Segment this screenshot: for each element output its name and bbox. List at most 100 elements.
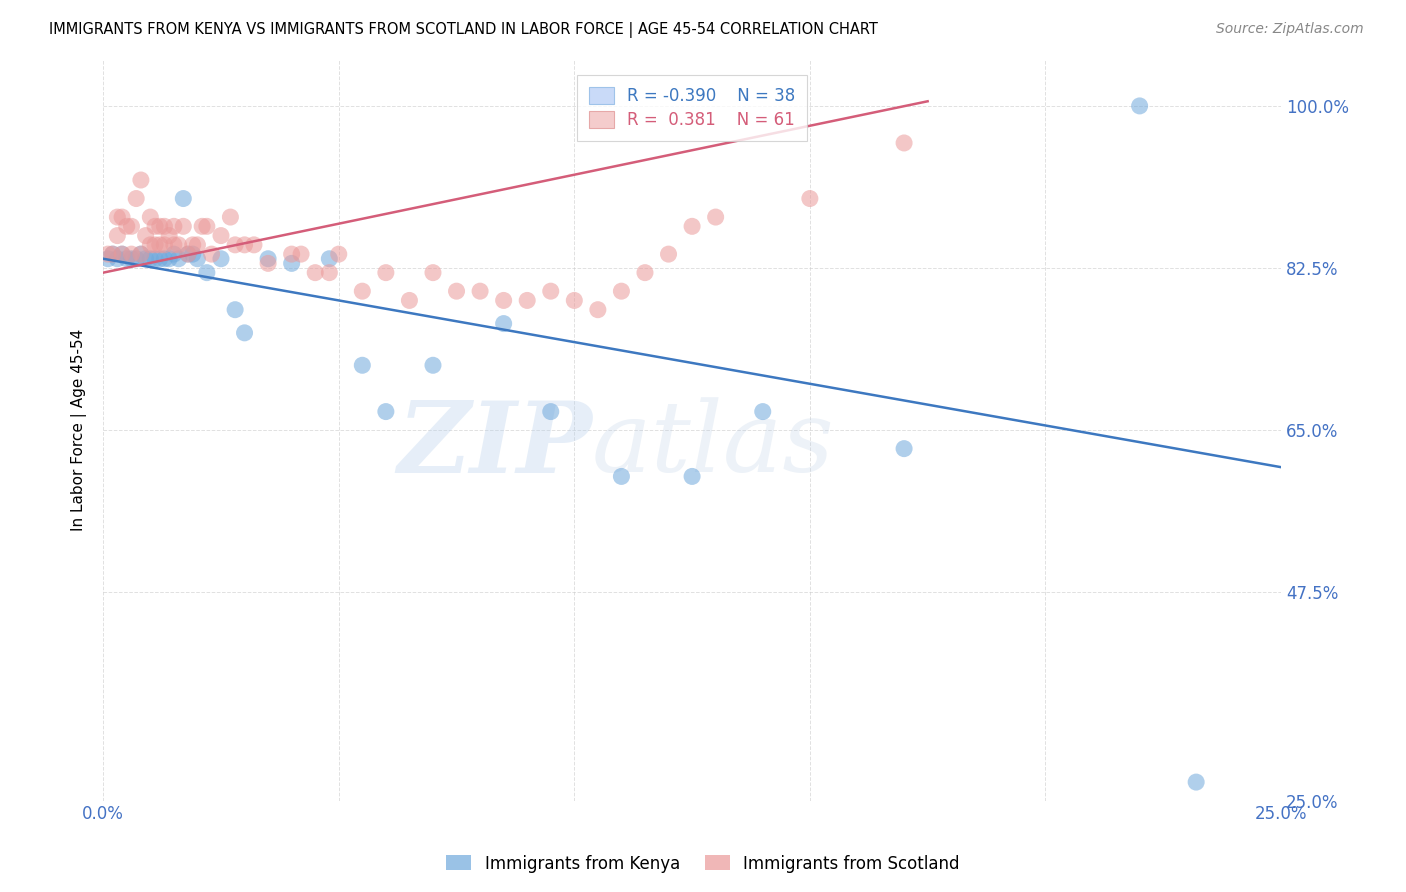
Point bbox=[186, 238, 208, 252]
Point bbox=[157, 252, 180, 266]
Point bbox=[143, 252, 166, 266]
Point bbox=[135, 252, 157, 266]
Point bbox=[153, 219, 176, 234]
Point bbox=[157, 228, 180, 243]
Point bbox=[257, 252, 280, 266]
Point bbox=[115, 252, 138, 266]
Point bbox=[163, 238, 186, 252]
Point bbox=[153, 252, 176, 266]
Point bbox=[219, 210, 242, 224]
Point bbox=[318, 252, 340, 266]
Point bbox=[224, 238, 246, 252]
Point bbox=[177, 247, 200, 261]
Point bbox=[125, 252, 148, 266]
Point bbox=[657, 247, 679, 261]
Text: IMMIGRANTS FROM KENYA VS IMMIGRANTS FROM SCOTLAND IN LABOR FORCE | AGE 45-54 COR: IMMIGRANTS FROM KENYA VS IMMIGRANTS FROM… bbox=[49, 22, 879, 38]
Point bbox=[121, 247, 143, 261]
Point bbox=[172, 219, 194, 234]
Point bbox=[143, 238, 166, 252]
Point bbox=[257, 256, 280, 270]
Point bbox=[172, 192, 194, 206]
Point bbox=[143, 219, 166, 234]
Point bbox=[181, 238, 204, 252]
Text: ZIP: ZIP bbox=[396, 397, 592, 493]
Text: atlas: atlas bbox=[592, 397, 835, 492]
Point bbox=[139, 210, 162, 224]
Point bbox=[893, 442, 915, 456]
Point bbox=[422, 266, 444, 280]
Point bbox=[105, 252, 128, 266]
Point bbox=[280, 247, 302, 261]
Point bbox=[492, 317, 515, 331]
Point bbox=[224, 302, 246, 317]
Point bbox=[280, 256, 302, 270]
Point bbox=[153, 238, 176, 252]
Point bbox=[163, 247, 186, 261]
Point bbox=[129, 173, 152, 187]
Point bbox=[129, 247, 152, 261]
Text: Source: ZipAtlas.com: Source: ZipAtlas.com bbox=[1216, 22, 1364, 37]
Point bbox=[681, 469, 703, 483]
Point bbox=[610, 469, 633, 483]
Point bbox=[374, 404, 396, 418]
Point bbox=[163, 219, 186, 234]
Legend: R = -0.390    N = 38, R =  0.381    N = 61: R = -0.390 N = 38, R = 0.381 N = 61 bbox=[576, 75, 807, 141]
Point bbox=[516, 293, 538, 308]
Point bbox=[893, 136, 915, 150]
Point bbox=[97, 252, 120, 266]
Point bbox=[97, 247, 120, 261]
Point bbox=[111, 210, 134, 224]
Point bbox=[149, 252, 172, 266]
Point bbox=[1185, 775, 1208, 789]
Point bbox=[111, 247, 134, 261]
Point bbox=[167, 238, 190, 252]
Point bbox=[352, 284, 374, 298]
Point bbox=[181, 247, 204, 261]
Point bbox=[121, 252, 143, 266]
Point bbox=[634, 266, 657, 280]
Point bbox=[101, 247, 124, 261]
Point bbox=[398, 293, 420, 308]
Point bbox=[191, 219, 214, 234]
Point bbox=[422, 358, 444, 372]
Point bbox=[586, 302, 609, 317]
Point bbox=[799, 192, 821, 206]
Point bbox=[115, 219, 138, 234]
Point bbox=[352, 358, 374, 372]
Point bbox=[468, 284, 491, 298]
Point bbox=[243, 238, 266, 252]
Point bbox=[101, 247, 124, 261]
Point bbox=[446, 284, 468, 298]
Point bbox=[149, 238, 172, 252]
Point bbox=[167, 252, 190, 266]
Point bbox=[105, 210, 128, 224]
Point bbox=[610, 284, 633, 298]
Point bbox=[139, 238, 162, 252]
Legend: Immigrants from Kenya, Immigrants from Scotland: Immigrants from Kenya, Immigrants from S… bbox=[440, 848, 966, 880]
Point bbox=[1129, 99, 1152, 113]
Point bbox=[125, 192, 148, 206]
Point bbox=[195, 266, 218, 280]
Point bbox=[540, 284, 562, 298]
Y-axis label: In Labor Force | Age 45-54: In Labor Force | Age 45-54 bbox=[72, 329, 87, 532]
Point bbox=[233, 238, 256, 252]
Point bbox=[540, 404, 562, 418]
Point bbox=[751, 404, 773, 418]
Point bbox=[200, 247, 222, 261]
Point bbox=[704, 210, 727, 224]
Point bbox=[328, 247, 350, 261]
Point bbox=[209, 252, 232, 266]
Point bbox=[374, 266, 396, 280]
Point bbox=[209, 228, 232, 243]
Point bbox=[290, 247, 312, 261]
Point bbox=[121, 219, 143, 234]
Point bbox=[105, 228, 128, 243]
Point bbox=[681, 219, 703, 234]
Point bbox=[186, 252, 208, 266]
Point bbox=[177, 247, 200, 261]
Point bbox=[492, 293, 515, 308]
Point bbox=[233, 326, 256, 340]
Point bbox=[135, 228, 157, 243]
Point bbox=[129, 247, 152, 261]
Point bbox=[304, 266, 326, 280]
